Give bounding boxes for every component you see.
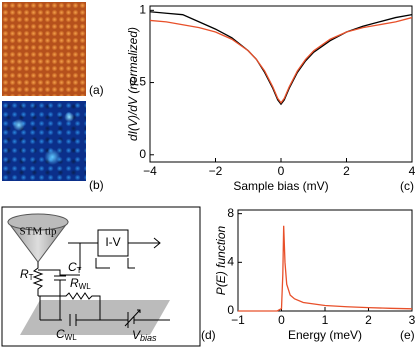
conductance-map (2, 101, 86, 181)
y-tick-label: 4 (227, 254, 234, 268)
rwl-sub: WL (79, 282, 92, 291)
ct-label: CT (68, 260, 82, 275)
rwl-label: RWL (70, 276, 91, 291)
y-axis-label: dI(V)/dV (normalized) (126, 27, 140, 141)
frame (1, 206, 201, 347)
panel-label: (c) (400, 179, 414, 193)
y-tick-label: 1 (139, 3, 146, 17)
cwl-sub: WL (65, 333, 78, 342)
x-tick-label: −4 (143, 164, 157, 178)
x-tick-label: 3 (409, 313, 416, 327)
panel-label: (a) (89, 83, 104, 97)
x-axis-label: Energy (meV) (288, 328, 362, 342)
plot-frame (149, 5, 413, 163)
ct-sub: T (77, 266, 82, 275)
y-tick-label: 0 (139, 147, 146, 161)
x-tick-label: 2 (365, 313, 372, 327)
tip-label: STM tip (20, 226, 57, 238)
panel-label: (e) (400, 328, 415, 342)
tip-top (7, 213, 69, 231)
plot-frame (237, 209, 413, 312)
y-tick-label: 8 (227, 206, 234, 220)
y-axis-label: P(E) function (214, 225, 228, 295)
y-tick-label: 0 (227, 303, 234, 317)
x-tick-label: 0 (278, 164, 285, 178)
data-line (149, 16, 413, 104)
panel-label: (d) (201, 328, 216, 342)
x-tick-label: 0 (278, 313, 285, 327)
iv-label: I-V (105, 235, 120, 249)
cwl-label: CWL (56, 327, 77, 342)
x-axis-label: Sample bias (mV) (233, 179, 328, 193)
sample-plane (20, 300, 170, 335)
x-tick-label: 1 (322, 313, 329, 327)
x-tick-label: −1 (231, 313, 245, 327)
circuit-diagram: STM tip I-V RT CT RWL CWL Vbias (d) (1, 206, 216, 347)
wires (32, 237, 170, 328)
cwl-main: C (56, 327, 65, 341)
panel-label: (b) (89, 178, 104, 192)
x-tick-label: −2 (209, 164, 223, 178)
rwl-main: R (70, 276, 79, 290)
rt-sub: T (29, 273, 34, 282)
x-tick-label: 4 (409, 164, 416, 178)
x-tick-label: 2 (343, 164, 350, 178)
vbias-label: Vbias (132, 328, 157, 343)
stm-image (2, 2, 86, 96)
rt-label: RT (20, 267, 34, 282)
ct-main: C (68, 260, 77, 274)
data-line (238, 225, 413, 312)
y-tick-label: 0.5 (129, 75, 146, 89)
rt-main: R (20, 267, 29, 281)
vbias-main: V (132, 328, 141, 342)
vbias-sub: bias (140, 333, 157, 343)
